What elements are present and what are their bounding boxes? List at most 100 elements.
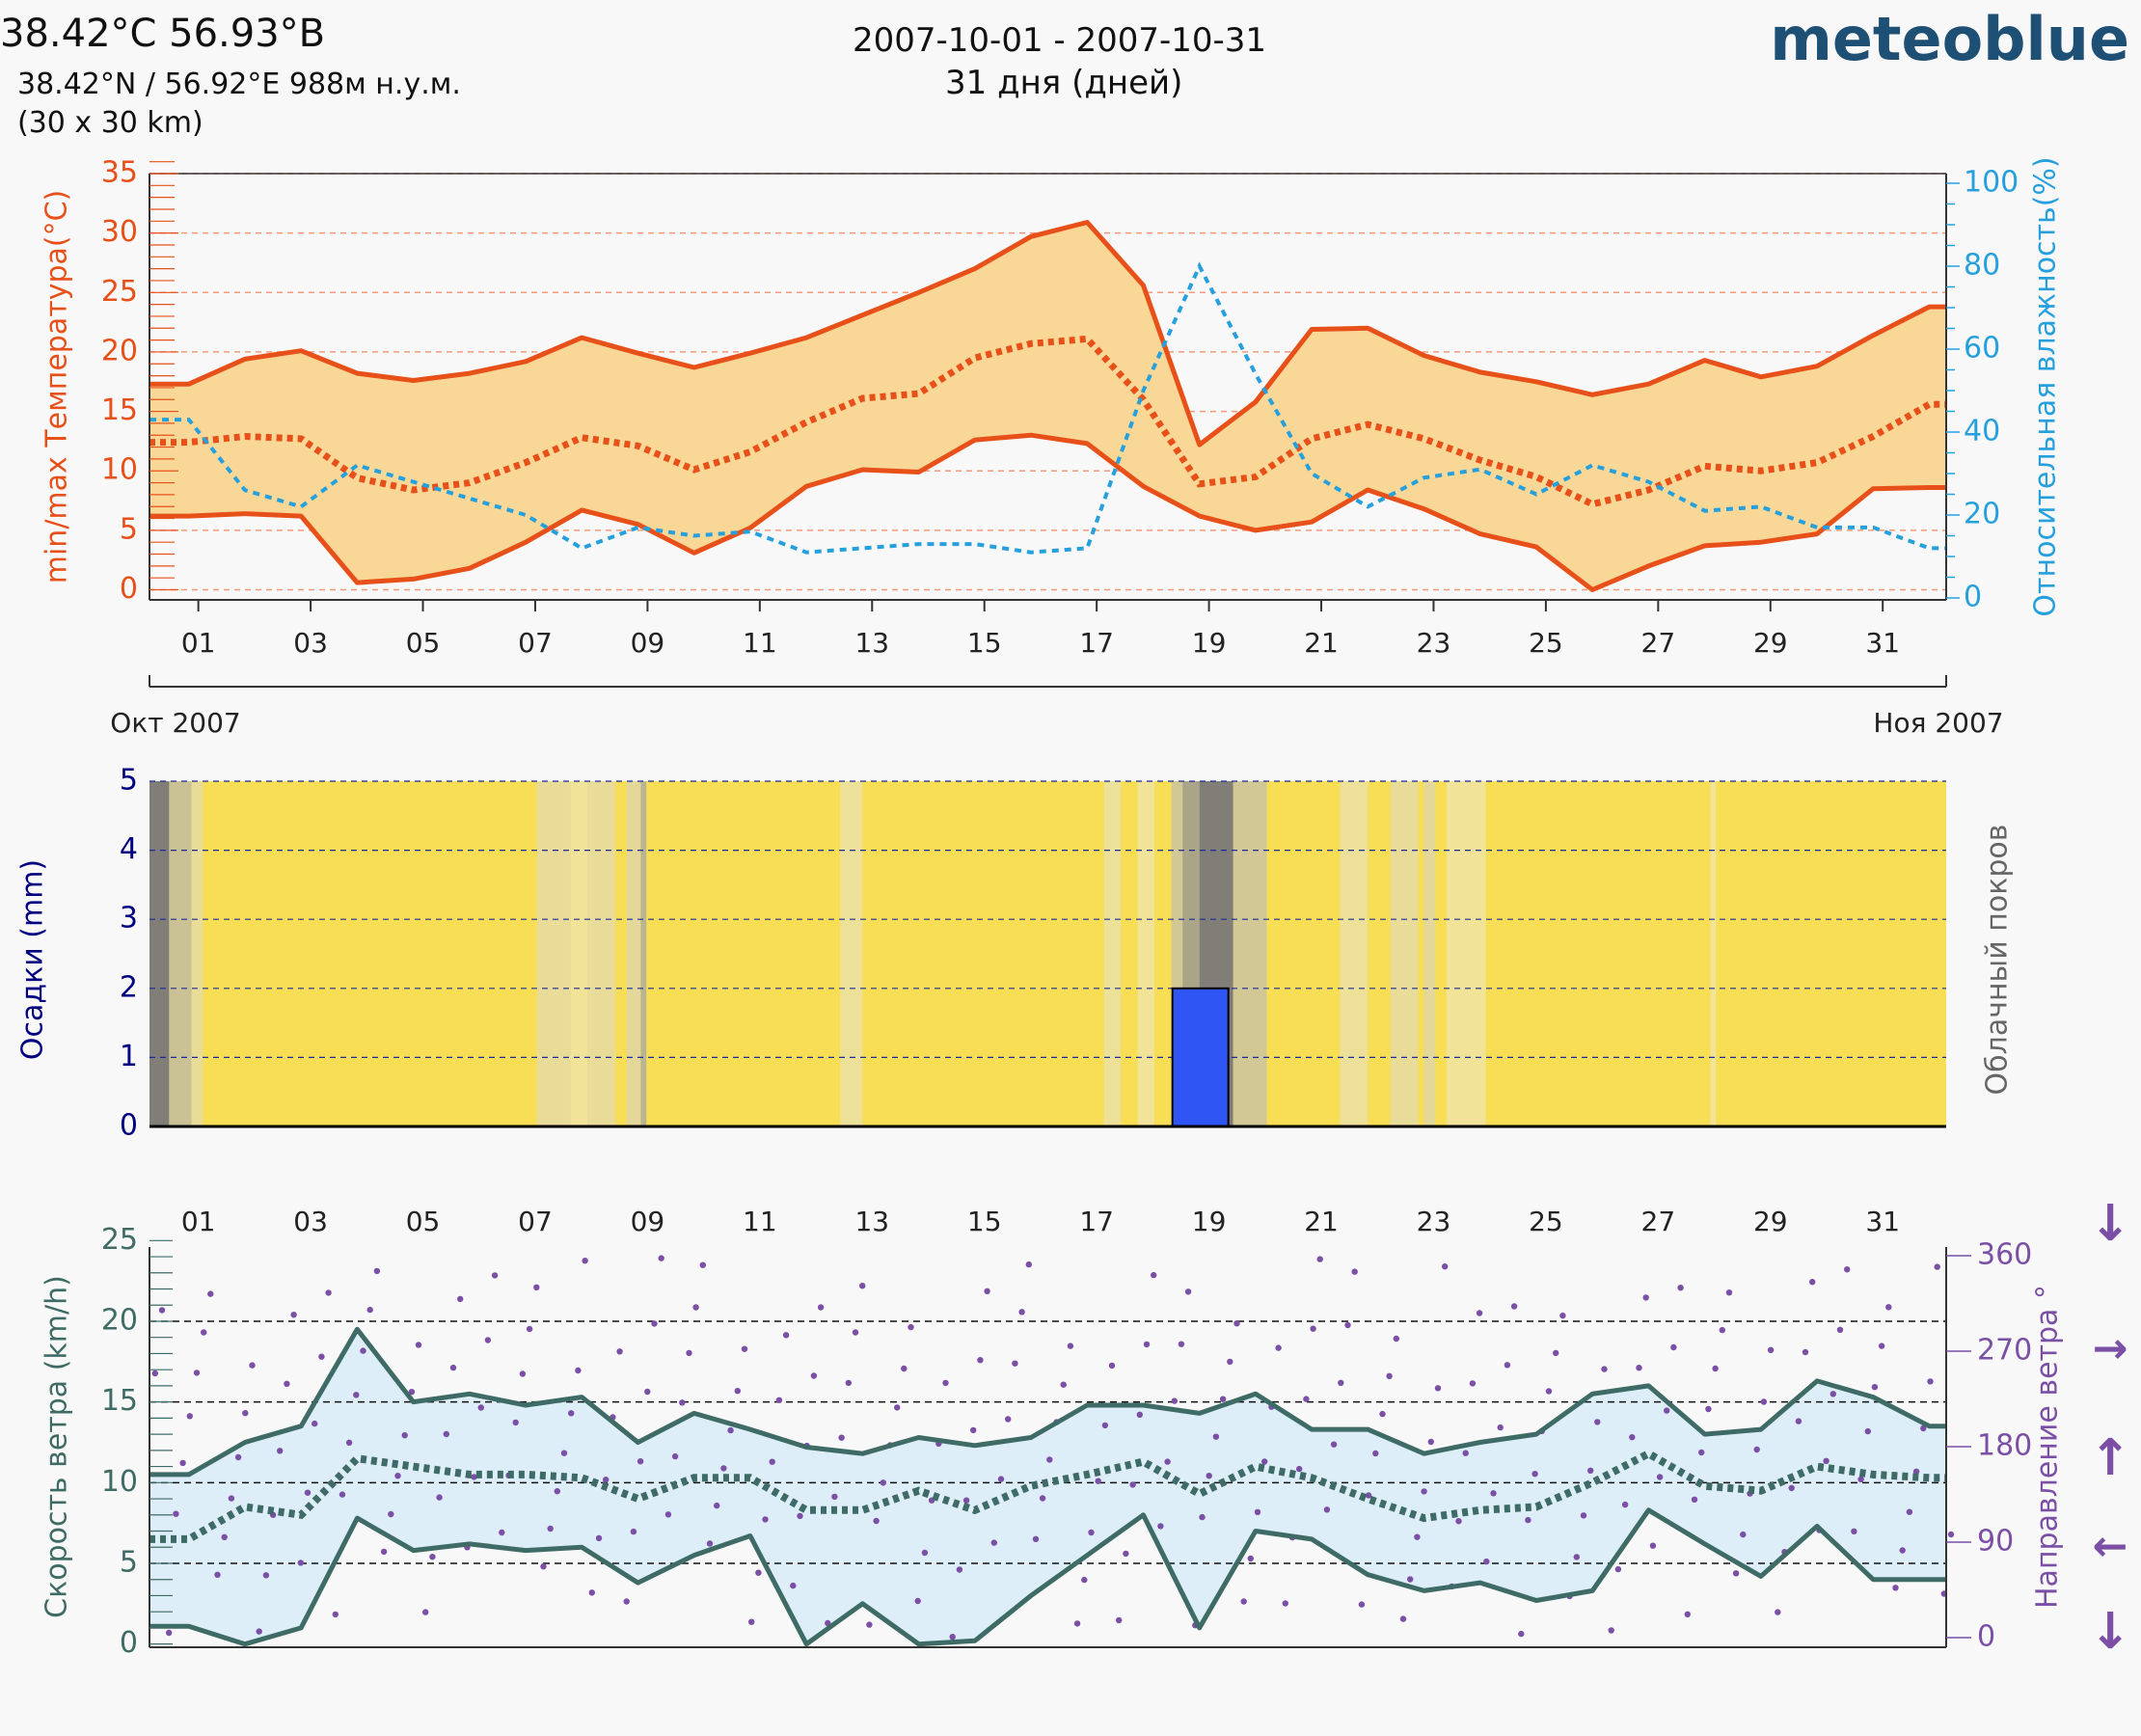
wind-direction-dot <box>284 1380 290 1388</box>
location-title: 38.42°C 56.93°B <box>0 12 326 56</box>
wind-direction-dot <box>782 1332 790 1339</box>
meteoblue-logo[interactable]: meteoblue <box>1770 4 2129 74</box>
wind-direction-tick-label: 270 <box>1977 1334 2032 1368</box>
wind-direction-dot <box>1462 1450 1469 1456</box>
wind-direction-dot <box>1303 1396 1310 1402</box>
temp-x-tick-label: 01 <box>181 627 216 659</box>
wind-direction-dot <box>1899 1547 1906 1554</box>
date-range: 2007-10-01 - 2007-10-31 <box>853 21 1267 60</box>
wind-direction-dot <box>1275 1344 1282 1351</box>
wind-direction-dot <box>1316 1256 1323 1262</box>
temp-x-tick-label: 29 <box>1753 627 1788 659</box>
wind-direction-dot <box>1927 1378 1934 1385</box>
wind-direction-dot <box>1338 1379 1344 1387</box>
humidity-tick-label: 40 <box>1964 415 2000 448</box>
wind-direction-dot <box>623 1598 630 1605</box>
temp-x-tick-label: 27 <box>1641 627 1676 659</box>
wind-direction-dot <box>560 1450 568 1456</box>
wind-direction-dot <box>526 1325 533 1333</box>
wind-direction-arrow-icon: → <box>2093 1324 2128 1373</box>
wind-direction-axis-title: Направление ветра ° <box>2031 1285 2065 1609</box>
wind-tick-label: 10 <box>101 1465 138 1499</box>
wind-direction-dot <box>734 1388 741 1395</box>
wind-direction-dot <box>1184 1288 1192 1295</box>
wind-direction-dot <box>290 1312 297 1318</box>
wind-x-tick-label: 15 <box>967 1206 1002 1237</box>
cloud-cover-block <box>191 781 203 1126</box>
wind-direction-dot <box>1407 1576 1414 1583</box>
wind-direction-dot <box>970 1426 977 1434</box>
wind-direction-dot <box>838 1434 845 1441</box>
wind-direction-dot <box>1351 1268 1358 1275</box>
wind-direction-dot <box>790 1582 797 1589</box>
wind-direction-dot <box>1601 1366 1608 1372</box>
temp-x-tick-label: 31 <box>1865 627 1900 659</box>
wind-direction-dot <box>1885 1304 1892 1311</box>
wind-direction-dot <box>1670 1343 1677 1351</box>
wind-direction-dot <box>401 1432 408 1439</box>
wind-direction-dot <box>1151 1271 1157 1279</box>
wind-direction-dot <box>956 1566 963 1573</box>
wind-direction-dot <box>1123 1550 1129 1558</box>
wind-direction-dot <box>977 1357 984 1364</box>
wind-direction-dot <box>249 1362 256 1369</box>
wind-direction-dot <box>1823 1457 1829 1465</box>
cloud-cover-block <box>1137 781 1155 1126</box>
wind-direction-dot <box>1365 1492 1372 1499</box>
wind-direction-dot <box>637 1458 644 1465</box>
wind-direction-dot <box>332 1611 339 1618</box>
wind-direction-dot <box>1476 1310 1483 1316</box>
wind-direction-arrow-icon: ↓ <box>2089 1603 2131 1661</box>
wind-direction-dot <box>533 1284 540 1291</box>
cloud-cover-block <box>840 781 863 1126</box>
wind-direction-dot <box>914 1597 921 1605</box>
wind-direction-dot <box>942 1379 949 1387</box>
wind-direction-dot <box>1580 1512 1587 1519</box>
temp-x-tick-label: 15 <box>967 627 1002 659</box>
wind-direction-dot <box>1698 1449 1705 1456</box>
day-count: 31 дня (дней) <box>945 64 1183 102</box>
wind-direction-dot <box>1677 1285 1684 1291</box>
wind-tick-label: 0 <box>120 1626 138 1660</box>
wind-direction-dot <box>186 1413 193 1420</box>
wind-x-tick-label: 27 <box>1641 1206 1676 1237</box>
wind-direction-dot <box>706 1540 714 1547</box>
wind-direction-dot <box>644 1388 651 1396</box>
wind-direction-dot <box>748 1618 755 1625</box>
wind-tick-label: 20 <box>101 1303 138 1337</box>
wind-direction-dot <box>1892 1585 1899 1591</box>
month-start-label: Окт 2007 <box>110 707 240 739</box>
wind-direction-dot <box>1802 1348 1809 1356</box>
temp-x-tick-label: 25 <box>1529 627 1563 659</box>
wind-x-tick-label: 29 <box>1753 1206 1788 1237</box>
wind-direction-dot <box>1247 1555 1255 1562</box>
wind-direction-dot <box>353 1392 360 1398</box>
wind-direction-dot <box>714 1502 720 1509</box>
wind-direction-dot <box>908 1323 914 1331</box>
wind-direction-dot <box>1358 1601 1366 1608</box>
wind-direction-dot <box>1497 1424 1504 1431</box>
wind-tick-label: 15 <box>101 1384 138 1418</box>
wind-direction-dot <box>1254 1508 1261 1516</box>
wind-direction-dot <box>651 1320 658 1327</box>
wind-direction-dot <box>1101 1422 1109 1429</box>
wind-direction-dot <box>1740 1531 1747 1538</box>
wind-direction-dot <box>1323 1506 1331 1513</box>
wind-direction-tick-label: 0 <box>1977 1620 1995 1654</box>
wind-direction-dot <box>1490 1490 1497 1497</box>
wind-direction-dot <box>1310 1325 1316 1332</box>
wind-direction-dot <box>1795 1418 1802 1424</box>
wind-x-tick-label: 19 <box>1192 1206 1227 1237</box>
cloud-cover-block <box>1171 781 1183 1126</box>
wind-direction-dot <box>1129 1481 1136 1488</box>
wind-direction-dot <box>325 1289 332 1296</box>
wind-direction-dot <box>1344 1321 1351 1329</box>
humidity-axis-title: Относительная влажность(%) <box>2029 156 2063 616</box>
cloud-cover-block <box>640 781 647 1126</box>
wind-direction-dot <box>1414 1533 1421 1540</box>
wind-direction-dot <box>519 1370 527 1377</box>
wind-direction-dot <box>1399 1615 1407 1622</box>
wind-range-band <box>149 1329 1946 1644</box>
wind-direction-dot <box>1372 1450 1379 1457</box>
cloud-cover-block <box>1446 781 1486 1126</box>
